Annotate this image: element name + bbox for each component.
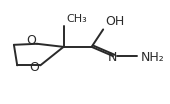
Text: CH₃: CH₃ bbox=[66, 14, 87, 24]
Text: O: O bbox=[26, 34, 36, 47]
Text: N: N bbox=[108, 51, 117, 64]
Text: O: O bbox=[29, 61, 39, 74]
Text: NH₂: NH₂ bbox=[140, 51, 164, 64]
Text: OH: OH bbox=[106, 15, 125, 28]
